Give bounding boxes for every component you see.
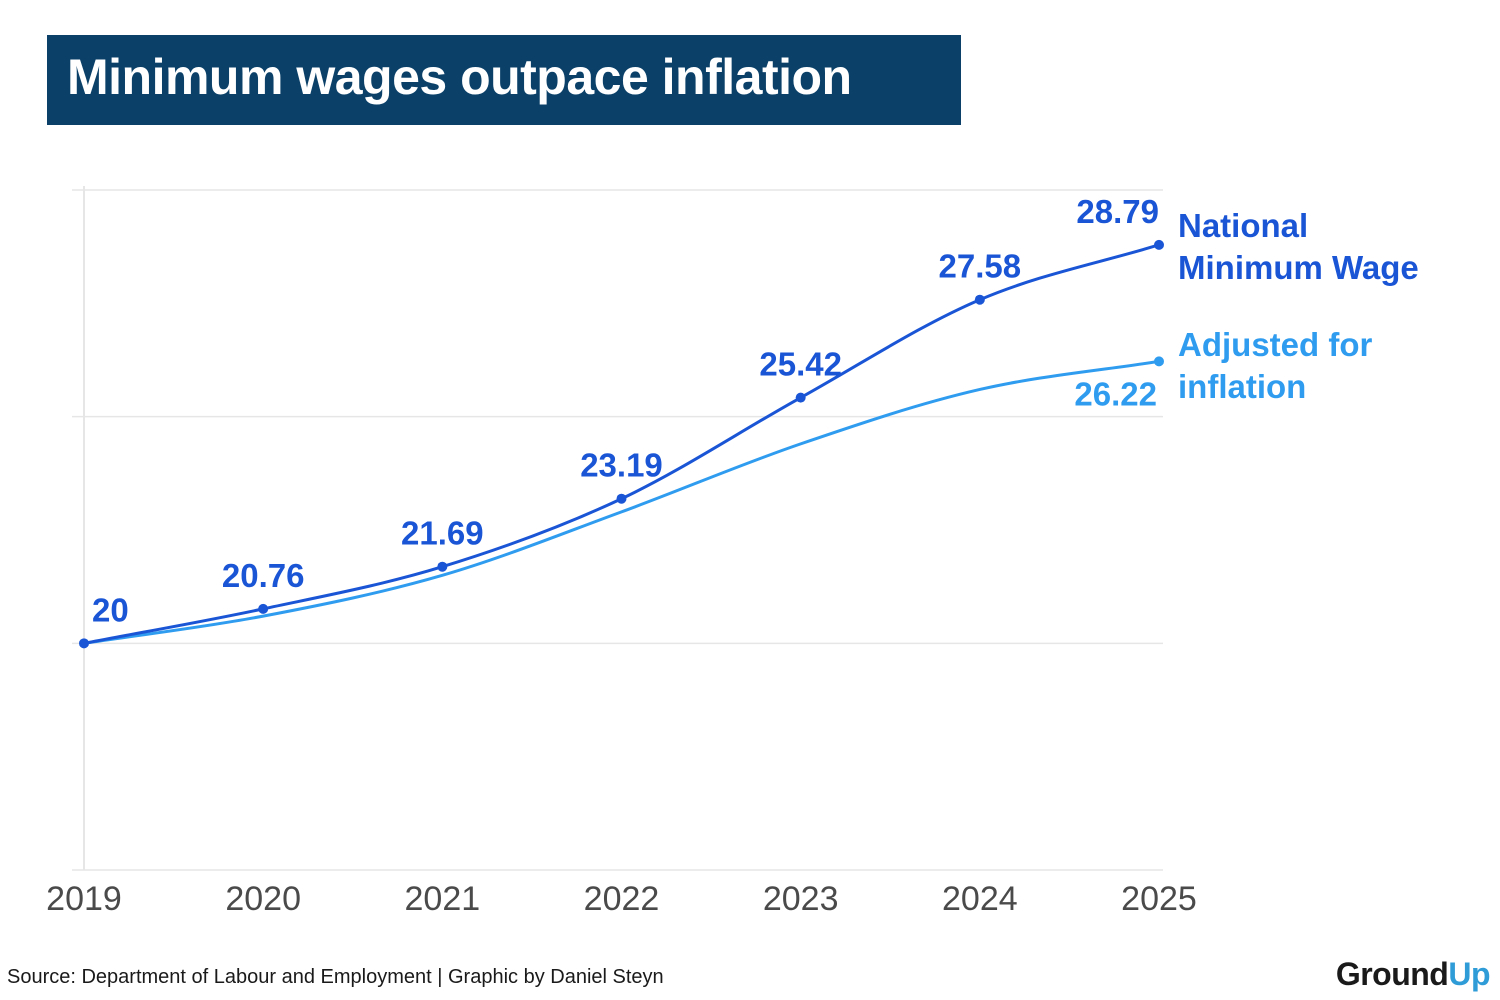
legend-label-adjusted-for-inflation: inflation [1178, 368, 1306, 405]
x-tick-label: 2019 [46, 880, 122, 918]
wage-data-point [974, 294, 985, 305]
x-tick-label: 2022 [584, 880, 660, 918]
x-tick-label: 2021 [405, 880, 481, 918]
x-tick-label: 2024 [942, 880, 1018, 918]
x-tick-label: 2025 [1121, 880, 1197, 918]
wage-data-label: 20 [92, 591, 129, 628]
x-tick-label: 2023 [763, 880, 839, 918]
adjusted-data-point [1154, 356, 1164, 367]
wage-data-label: 20.76 [222, 557, 305, 594]
wage-data-point [795, 392, 806, 403]
wage-data-label: 28.79 [1076, 193, 1159, 230]
logo-text-ground: Ground [1335, 956, 1449, 992]
legend-label-adjusted-for-inflation: Adjusted for [1178, 326, 1372, 363]
x-tick-label: 2020 [225, 880, 301, 918]
wage-data-point [79, 638, 89, 649]
groundup-logo: GroundUp [1335, 956, 1491, 993]
chart-title: Minimum wages outpace inflation [67, 49, 852, 105]
wage-data-label: 21.69 [401, 515, 484, 552]
source-note: Source: Department of Labour and Employm… [7, 966, 664, 988]
logo-text-up: Up [1448, 956, 1490, 992]
title-banner: Minimum wages outpace inflation [47, 35, 961, 125]
wage-data-point [616, 493, 627, 504]
legend-label-national-minimum-wage: Minimum Wage [1178, 249, 1419, 286]
legend-label-national-minimum-wage: National [1178, 207, 1308, 244]
wage-data-point [258, 603, 269, 614]
wage-data-point [1154, 239, 1164, 250]
wage-data-label: 27.58 [939, 248, 1022, 285]
wage-data-point [437, 561, 448, 572]
adjusted-for-inflation-line [83, 359, 1160, 645]
adjusted-data-label: 26.22 [1074, 375, 1157, 412]
wage-data-label: 23.19 [580, 447, 663, 484]
wage-data-label: 25.42 [759, 346, 842, 383]
